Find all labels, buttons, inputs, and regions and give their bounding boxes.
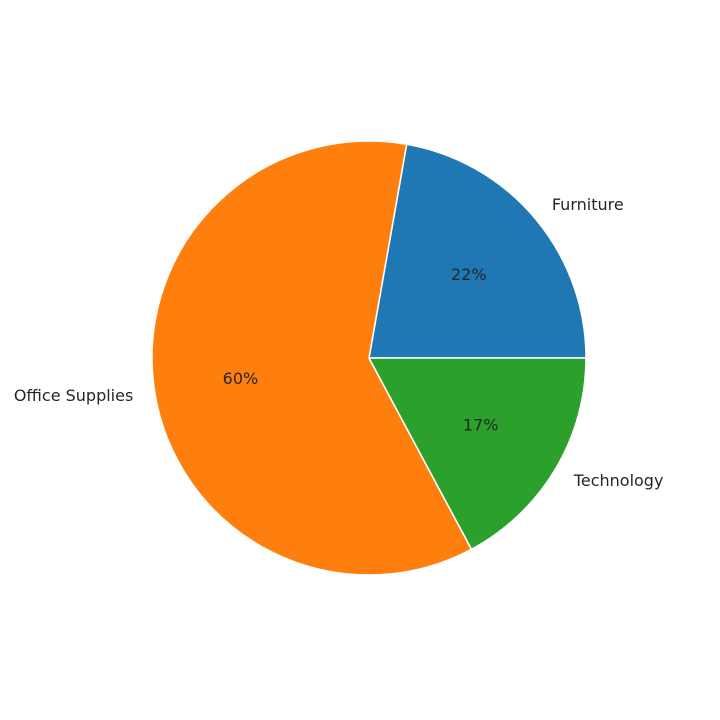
pie-labels: Furniture 22% Office Supplies 60% Technology…	[14, 195, 664, 490]
slice-label-technology: Technology	[573, 471, 664, 490]
percent-label-furniture: 22%	[451, 265, 487, 284]
slice-label-office-supplies: Office Supplies	[14, 386, 133, 405]
pie-slices	[151, 140, 587, 576]
percent-label-office-supplies: 60%	[223, 369, 259, 388]
slice-label-furniture: Furniture	[552, 195, 624, 214]
percent-label-technology: 17%	[463, 415, 499, 434]
pie-slice-technology	[368, 357, 587, 551]
pie-slice-furniture	[368, 143, 587, 359]
pie-slice-office-supplies	[151, 140, 473, 576]
